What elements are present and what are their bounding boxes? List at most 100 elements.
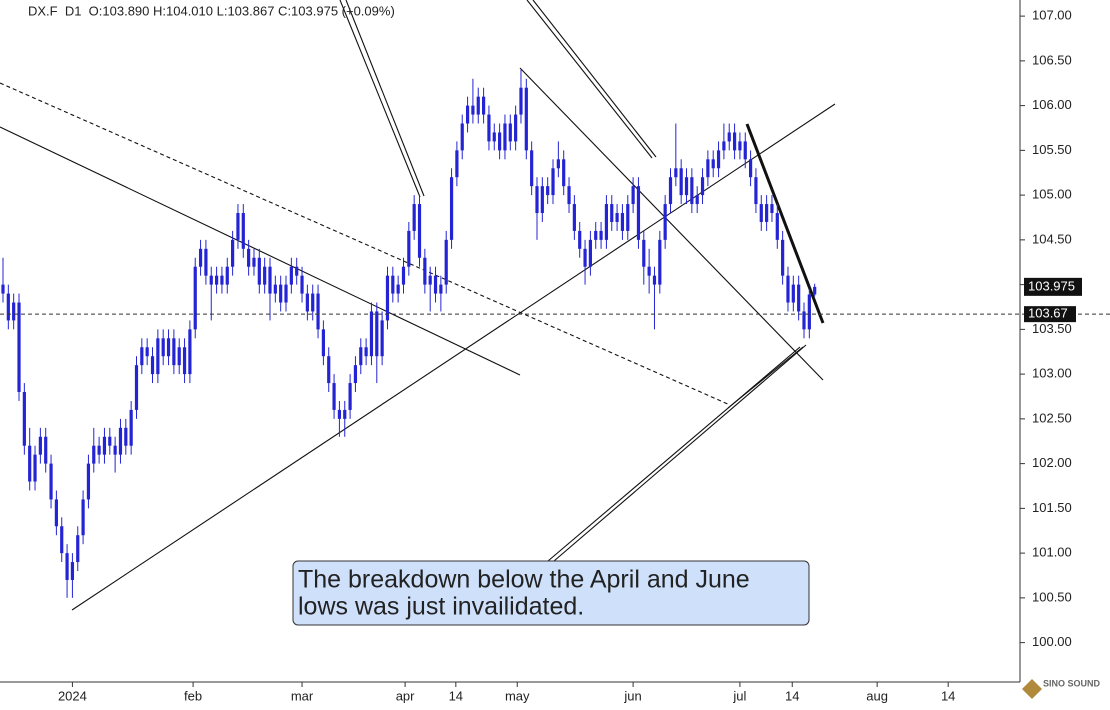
candle-body <box>231 239 235 267</box>
candle-body <box>802 311 806 330</box>
candle-body <box>289 266 293 285</box>
x-tick-label: 14 <box>785 688 799 703</box>
candle-body <box>337 409 342 419</box>
candle-body <box>498 132 502 151</box>
pointer-line <box>345 0 425 197</box>
header: DX.F D1 O:103.890 H:104.010 L:103.867 C:… <box>28 3 395 18</box>
y-tick-label: 102.00 <box>1032 455 1072 470</box>
candle-body <box>172 338 176 366</box>
annotation-line: The breakdown below the April and June <box>298 566 750 594</box>
candle-body <box>481 96 486 115</box>
candle-body <box>433 275 438 294</box>
candle-body <box>65 553 69 580</box>
candle-body <box>241 213 245 249</box>
candle-body <box>722 141 726 151</box>
candle-body <box>391 275 395 294</box>
pointer-line <box>532 0 657 158</box>
candle-body <box>444 239 448 285</box>
drawings <box>0 0 836 611</box>
candle-body <box>124 427 128 446</box>
y-tick-label: 106.00 <box>1032 97 1072 112</box>
candle-body <box>567 186 571 205</box>
candle-body <box>514 114 518 142</box>
candle-body <box>60 526 64 554</box>
candle-body <box>738 141 742 151</box>
candle-body <box>145 347 149 357</box>
x-tick-label: jun <box>623 688 641 703</box>
candle-body <box>700 177 705 196</box>
candle-body <box>588 239 592 267</box>
x-tick-label: 2024 <box>58 688 87 703</box>
candle-body <box>252 257 256 267</box>
candle-body <box>535 186 539 214</box>
x-tick-label: feb <box>184 688 202 703</box>
y-tick-label: 101.50 <box>1032 500 1072 515</box>
candle-body <box>220 275 224 285</box>
y-tick-label: 104.50 <box>1032 231 1072 246</box>
candle-body <box>359 347 363 366</box>
last-price-label: 103.975 <box>1028 278 1075 293</box>
candle-body <box>813 286 817 295</box>
y-tick-label: 106.50 <box>1032 52 1072 67</box>
x-tick-label: 14 <box>941 688 955 703</box>
candle-body <box>49 463 53 500</box>
candle-body <box>647 266 651 276</box>
watermark: SINO SOUND <box>1043 678 1101 688</box>
candle-body <box>449 177 454 240</box>
candle-body <box>268 266 272 294</box>
candle-body <box>807 294 811 330</box>
candle-body <box>765 204 769 222</box>
candle-body <box>295 266 299 276</box>
candle-body <box>150 356 155 375</box>
candle-body <box>631 186 635 205</box>
candle-body <box>369 311 374 357</box>
candle-body <box>97 445 101 455</box>
candle-body <box>353 365 358 384</box>
candle-body <box>214 275 219 285</box>
candle-body <box>407 230 411 267</box>
y-tick-label: 100.00 <box>1032 634 1072 649</box>
candle-body <box>76 535 80 563</box>
candle-body <box>38 436 42 455</box>
pointer-line <box>547 346 801 562</box>
candle-body <box>695 195 699 205</box>
y-tick-label: 107.00 <box>1032 8 1072 23</box>
candle-body <box>279 284 283 303</box>
x-tick-label: 14 <box>449 688 463 703</box>
y-tick-label: 103.50 <box>1032 321 1072 336</box>
candle-body <box>556 159 560 169</box>
candle-body <box>562 159 566 187</box>
candle-body <box>439 284 443 294</box>
trend-line <box>519 67 824 381</box>
candle-body <box>636 186 641 240</box>
candle-body <box>311 293 315 312</box>
candle-body <box>300 275 304 294</box>
candle-body <box>663 204 667 240</box>
candle-body <box>129 409 133 446</box>
candle-body <box>487 114 491 142</box>
candle-body <box>658 239 662 285</box>
candle-body <box>17 302 21 393</box>
candle-body <box>690 177 694 205</box>
candle-body <box>44 436 48 464</box>
candle-body <box>92 445 96 464</box>
candle-body <box>401 266 406 285</box>
y-tick-label: 101.00 <box>1032 545 1072 560</box>
y-tick-label: 103.00 <box>1032 366 1072 381</box>
candle-body <box>428 275 432 285</box>
candle-body <box>551 168 555 196</box>
candle-body <box>375 311 379 357</box>
candle-body <box>572 204 576 231</box>
candle-body <box>754 177 758 205</box>
annotation-line: lows was just invailidated. <box>298 593 584 621</box>
candle-body <box>28 445 32 482</box>
last-price-box <box>1024 277 1082 296</box>
candle-body <box>642 239 646 267</box>
candle-body <box>610 204 614 222</box>
candle-body <box>156 338 160 375</box>
candle-body <box>193 266 197 330</box>
candle-body <box>198 248 203 267</box>
candle-body <box>781 239 785 276</box>
